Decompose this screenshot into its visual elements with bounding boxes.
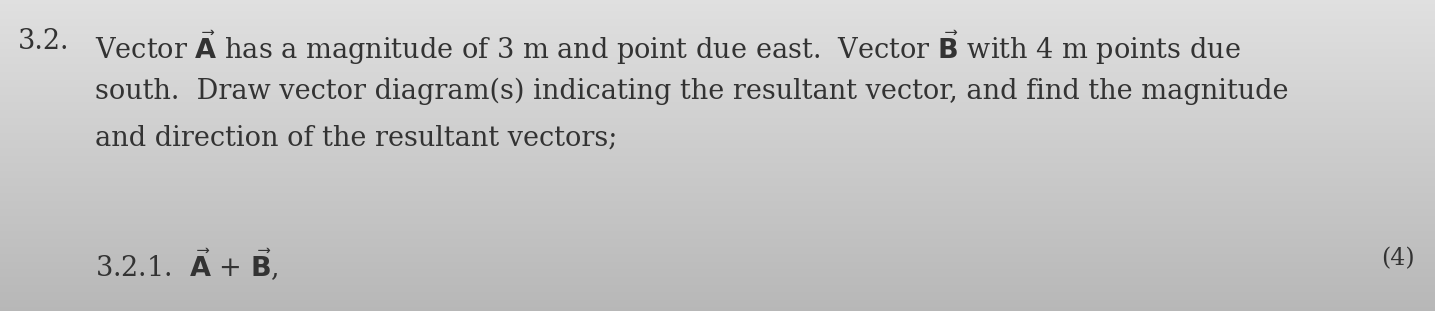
Text: Vector $\vec{\mathbf{A}}$ has a magnitude of 3 m and point due east.  Vector $\v: Vector $\vec{\mathbf{A}}$ has a magnitud… — [95, 28, 1241, 67]
Text: (4): (4) — [1382, 247, 1415, 270]
Text: and direction of the resultant vectors;: and direction of the resultant vectors; — [95, 125, 617, 152]
Text: south.  Draw vector diagram(s) indicating the resultant vector, and find the mag: south. Draw vector diagram(s) indicating… — [95, 78, 1289, 105]
Text: 3.2.: 3.2. — [19, 28, 69, 55]
Text: 3.2.1.  $\vec{\mathbf{A}}$ + $\vec{\mathbf{B}}$,: 3.2.1. $\vec{\mathbf{A}}$ + $\vec{\mathb… — [95, 247, 278, 284]
